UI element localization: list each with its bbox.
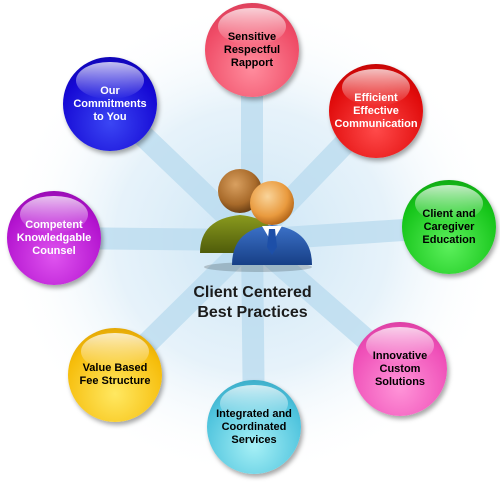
node-innovative-custom-solutions: Innovative Custom Solutions	[353, 322, 447, 416]
center-title: Client Centered Best Practices	[193, 284, 312, 321]
node-label: Sensitive Respectful Rapport	[223, 30, 281, 69]
node-label: Value Based Fee Structure	[79, 362, 151, 387]
node-sensitive-respectful-rapport: Sensitive Respectful Rapport	[205, 3, 299, 97]
node-label: Client and Caregiver Education	[422, 207, 476, 246]
two-people-icon	[200, 169, 312, 272]
node-integrated-coordinated-services: Integrated and Coordinated Services	[207, 380, 301, 474]
node-client-caregiver-education: Client and Caregiver Education	[402, 180, 496, 274]
node-label: Our Commitments to You	[73, 84, 147, 123]
node-label: Competent Knowledgable Counsel	[16, 218, 92, 257]
node-label: Efficient Effective Communication	[334, 91, 418, 130]
node-efficient-effective-communication: Efficient Effective Communication	[329, 64, 423, 158]
node-value-based-fee-structure: Value Based Fee Structure	[68, 328, 162, 422]
node-competent-knowledgable-counsel: Competent Knowledgable Counsel	[7, 191, 101, 285]
node-our-commitments: Our Commitments to You	[63, 57, 157, 151]
node-label: Integrated and Coordinated Services	[216, 407, 292, 446]
node-label: Innovative Custom Solutions	[372, 349, 428, 388]
